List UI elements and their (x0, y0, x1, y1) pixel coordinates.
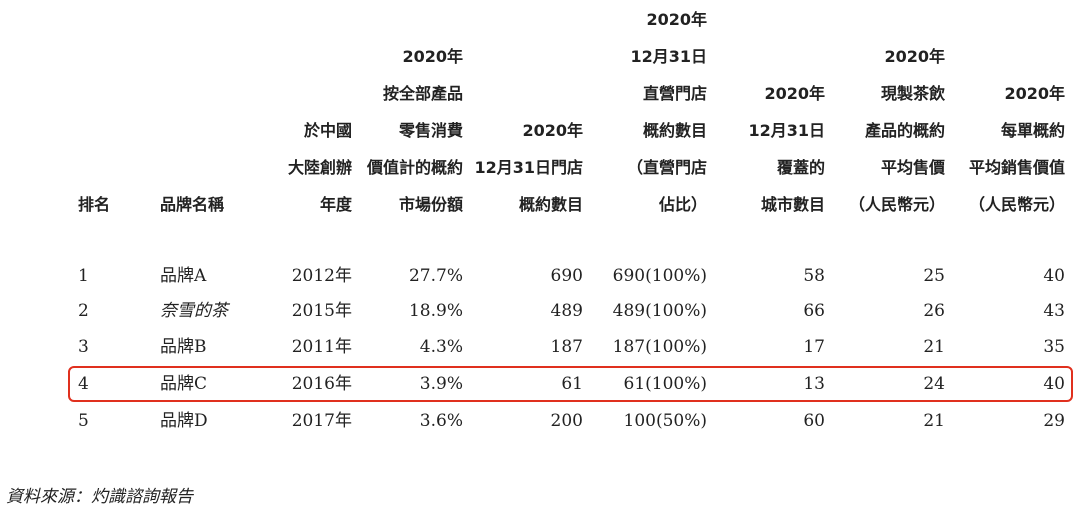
header-text: 大陸創辦 (287, 158, 352, 177)
table-cell: 4.3% (419, 337, 463, 357)
header-text: 價值計的概約 (366, 158, 463, 177)
header-text: 2020年 (764, 84, 825, 103)
table-cell: 1 (78, 266, 89, 286)
table-cell: 2017年 (291, 411, 352, 431)
header-text: 12月31日 (748, 121, 825, 140)
table-cell: 29 (1043, 411, 1065, 431)
header-text: 產品的概約 (864, 121, 945, 140)
table-cell: 2 (78, 301, 89, 321)
table-cell: 品牌C (160, 374, 208, 394)
table-cell: 24 (923, 374, 945, 394)
header-text: 平均銷售價值 (968, 158, 1065, 177)
table-cell: 3.9% (419, 374, 463, 394)
header-text: （人民幣元） (968, 195, 1065, 214)
table-cell: 61 (561, 374, 583, 394)
table-cell: 43 (1043, 301, 1065, 321)
table-cell: 品牌B (160, 337, 207, 357)
table-cell: 200 (550, 411, 583, 431)
header-text: 2020年 (646, 10, 707, 29)
source-note: 資料來源：灼識諮詢報告 (6, 487, 193, 507)
header-text: 佔比） (658, 195, 707, 214)
header-text: 2020年 (522, 121, 583, 140)
header-text: 現製茶飲 (880, 84, 945, 103)
header-text: 市場份額 (398, 195, 463, 214)
table-cell: 21 (923, 411, 945, 431)
table-cell: 2015年 (291, 301, 352, 321)
table-cell: 4 (78, 374, 89, 394)
header-text: 概約數目 (642, 121, 707, 140)
header-text: 2020年 (884, 47, 945, 66)
table-cell: 品牌A (160, 266, 207, 286)
header-text: 排名 (78, 195, 111, 214)
table-cell: 5 (78, 411, 89, 431)
table-cell: 2011年 (291, 337, 352, 357)
header-text: 每單概約 (1000, 121, 1065, 140)
table-cell: 18.9% (408, 301, 463, 321)
header-text: 於中國 (303, 121, 352, 140)
header-text: （人民幣元） (848, 195, 945, 214)
header-text: 城市數目 (760, 195, 825, 214)
table-cell: 25 (923, 266, 945, 286)
table-cell: 35 (1043, 337, 1065, 357)
table-cell: 13 (803, 374, 825, 394)
table-cell: 690(100%) (612, 266, 707, 286)
table-cell: 品牌D (160, 411, 208, 431)
table-cell: 489 (550, 301, 583, 321)
table-cell: 奈雪的茶 (160, 301, 228, 321)
table-cell: 2012年 (291, 266, 352, 286)
table-cell: 21 (923, 337, 945, 357)
table-cell: 40 (1043, 266, 1065, 286)
header-text: 概約數目 (518, 195, 583, 214)
table-cell: 66 (803, 301, 825, 321)
table-cell: 17 (803, 337, 825, 357)
header-text: 12月31日 (630, 47, 707, 66)
header-text: 直營門店 (642, 84, 707, 103)
table-cell: 40 (1043, 374, 1065, 394)
header-text: 2020年 (1004, 84, 1065, 103)
header-text: （直營門店 (626, 158, 707, 177)
table-cell: 58 (803, 266, 825, 286)
table-cell: 3 (78, 337, 89, 357)
header-text: 按全部產品 (382, 84, 463, 103)
table-cell: 187 (550, 337, 583, 357)
table-cell: 187(100%) (612, 337, 707, 357)
table-cell: 3.6% (419, 411, 463, 431)
header-text: 年度 (319, 195, 352, 214)
table-cell: 60 (803, 411, 825, 431)
table-cell: 2016年 (291, 374, 352, 394)
header-text: 覆蓋的 (776, 158, 825, 177)
table-cell: 27.7% (408, 266, 463, 286)
header-text: 平均售價 (880, 158, 945, 177)
header-text: 12月31日門店 (474, 158, 583, 177)
row-highlight (68, 366, 1073, 402)
header-text: 零售消費 (398, 121, 463, 140)
header-text: 2020年 (402, 47, 463, 66)
table-cell: 489(100%) (612, 301, 707, 321)
table-cell: 690 (550, 266, 583, 286)
table-cell: 26 (923, 301, 945, 321)
header-text: 品牌名稱 (160, 195, 225, 214)
table-cell: 61(100%) (623, 374, 708, 394)
table-cell: 100(50%) (623, 411, 708, 431)
